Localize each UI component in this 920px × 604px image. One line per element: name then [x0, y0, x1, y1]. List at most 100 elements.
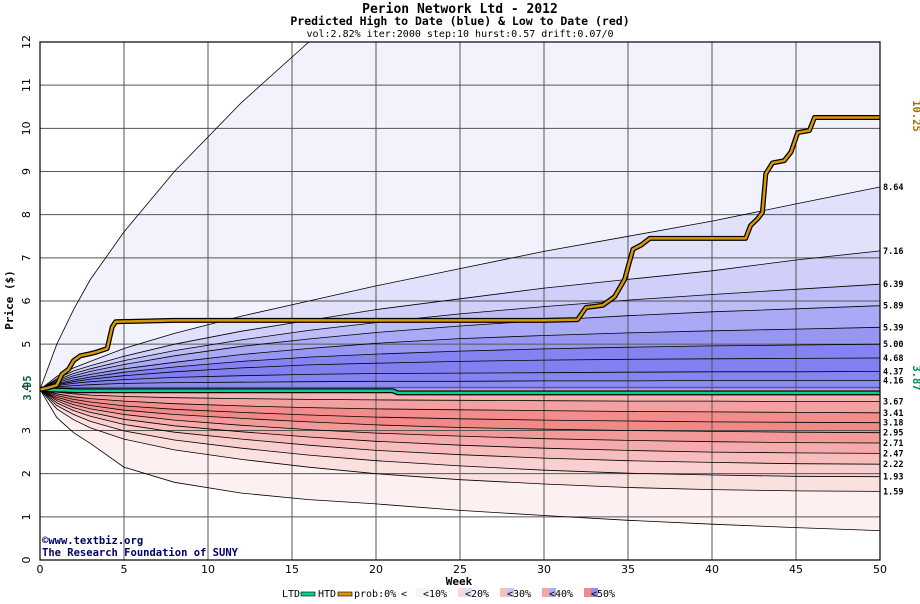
- price-series: [40, 115, 880, 396]
- quantile-curve: [40, 379, 880, 390]
- quantile-label: 1.93: [883, 473, 903, 483]
- y-tick-label: 10: [20, 121, 33, 135]
- x-tick-label: 30: [537, 563, 551, 576]
- legend-ltd-swatch: [300, 591, 316, 597]
- upper-band-7: [40, 358, 880, 390]
- legend-swatch-blue: [465, 588, 472, 597]
- legend-bucket-label: <30%: [507, 589, 531, 600]
- quantile-label: 5.00: [883, 340, 903, 350]
- quantile-curve: [40, 305, 880, 390]
- quantile-label: 8.64: [883, 183, 903, 193]
- lower-band-6: [40, 389, 880, 433]
- legend-swatch-blue: [549, 588, 556, 597]
- upper-band-5: [40, 327, 880, 390]
- quantile-curve: [40, 389, 880, 454]
- chart-title: Perion Network Ltd - 2012: [362, 2, 558, 17]
- legend-bucket-label: <20%: [465, 589, 489, 600]
- x-tick-label: 20: [369, 563, 383, 576]
- x-tick-label: 10: [201, 563, 215, 576]
- quantile-label: 5.39: [883, 323, 903, 333]
- legend-swatch-left: [396, 588, 401, 597]
- quantile-curve: [40, 186, 880, 390]
- quantile-curve: [40, 389, 880, 424]
- credit-foundation: The Research Foundation of SUNY: [42, 547, 239, 559]
- quantile-curve: [40, 42, 880, 390]
- x-tick-label: 35: [621, 563, 635, 576]
- legend-swatch-red: [416, 588, 423, 597]
- quantile-label: 2.95: [883, 429, 903, 439]
- quantile-label: 1.59: [883, 487, 903, 497]
- plot-frame: [39, 41, 881, 561]
- x-axis-label: Week: [446, 575, 473, 588]
- x-tick-label: 5: [121, 563, 128, 576]
- upper-band-6: [40, 344, 880, 390]
- x-tick-label: 40: [705, 563, 719, 576]
- y-tick-label: 12: [20, 35, 33, 49]
- upper-band-3: [40, 284, 880, 390]
- y-tick-label: 9: [20, 168, 33, 175]
- quantile-label: 3.67: [883, 398, 903, 408]
- legend: LTD HTD prob:0% < <10% <20% <30% <40% <50%: [282, 588, 615, 600]
- y-tick-label: 4: [20, 384, 33, 391]
- quantile-label: 7.16: [883, 247, 903, 257]
- quantile-labels: 8.64 7.16 6.39 5.89 5.39 5.00 4.68 4.374.16 3.67…: [883, 183, 903, 497]
- legend-htd-swatch: [337, 591, 353, 597]
- legend-bucket-label: <10%: [423, 589, 447, 600]
- quantile-label: 4.37: [883, 367, 903, 377]
- quantile-label: 2.22: [883, 460, 903, 470]
- quantile-curve: [40, 343, 880, 390]
- htd-final-label: 10.25: [910, 100, 920, 132]
- y-tick-label: 5: [20, 341, 33, 348]
- legend-prob-label: prob:0%: [354, 589, 396, 600]
- legend-htd-label: HTD: [318, 589, 336, 600]
- quantile-label: 5.89: [883, 302, 903, 312]
- legend-swatch-blue: [591, 588, 598, 597]
- quantile-label: 2.71: [883, 439, 903, 449]
- quantile-curve: [40, 370, 880, 390]
- legend-ltd-label: LTD: [282, 589, 300, 600]
- htd-line: [40, 116, 880, 391]
- x-tick-label: 50: [873, 563, 887, 576]
- quantile-label: 2.47: [883, 449, 903, 459]
- quantile-curve: [40, 389, 880, 492]
- chart-subtitle: Predicted High to Date (blue) & Low to D…: [290, 14, 629, 28]
- ltd-final-label: 3.87: [910, 365, 920, 390]
- quantile-curve: [40, 389, 880, 531]
- legend-swatch-red: [542, 588, 549, 597]
- axes: [39, 41, 881, 561]
- legend-swatch-red: [500, 588, 507, 597]
- legend-swatch-red: [458, 588, 465, 597]
- legend-swatch-blue: [507, 588, 514, 597]
- quantile-curve: [40, 326, 880, 390]
- y-tick-label: 7: [20, 254, 33, 261]
- quantile-curve: [40, 389, 880, 465]
- y-tick-label: 11: [20, 78, 33, 92]
- quantile-curve: [40, 389, 880, 403]
- quantile-curve: [40, 357, 880, 390]
- quantile-curve: [40, 389, 880, 444]
- quantile-curve: [40, 389, 880, 478]
- x-tick-label: 15: [285, 563, 299, 576]
- quantile-label: 3.18: [883, 419, 903, 429]
- y-tick-label: 6: [20, 298, 33, 305]
- y-tick-label: 2: [20, 470, 33, 477]
- ltd-line: [40, 388, 880, 395]
- credit-website: ©www.textbiz.org: [42, 535, 143, 547]
- quantile-curve: [40, 389, 880, 434]
- y-axis-label: Price ($): [3, 270, 16, 330]
- legend-bucket-label: <50%: [591, 589, 615, 600]
- legend-bucket-label: <40%: [549, 589, 573, 600]
- x-tick-label: 45: [789, 563, 803, 576]
- legend-swatch-blue: [423, 588, 430, 597]
- upper-band-2: [40, 250, 880, 390]
- quantile-curves: [40, 42, 880, 531]
- chart-parameters: vol:2.82% iter:2000 step:10 hurst:0.57 d…: [306, 29, 613, 40]
- quantile-label: 4.16: [883, 376, 903, 386]
- x-tick-label: 25: [453, 563, 467, 576]
- legend-swatch-red: [584, 588, 591, 597]
- quantile-curve: [40, 283, 880, 390]
- y-tick-label: 0: [20, 557, 33, 564]
